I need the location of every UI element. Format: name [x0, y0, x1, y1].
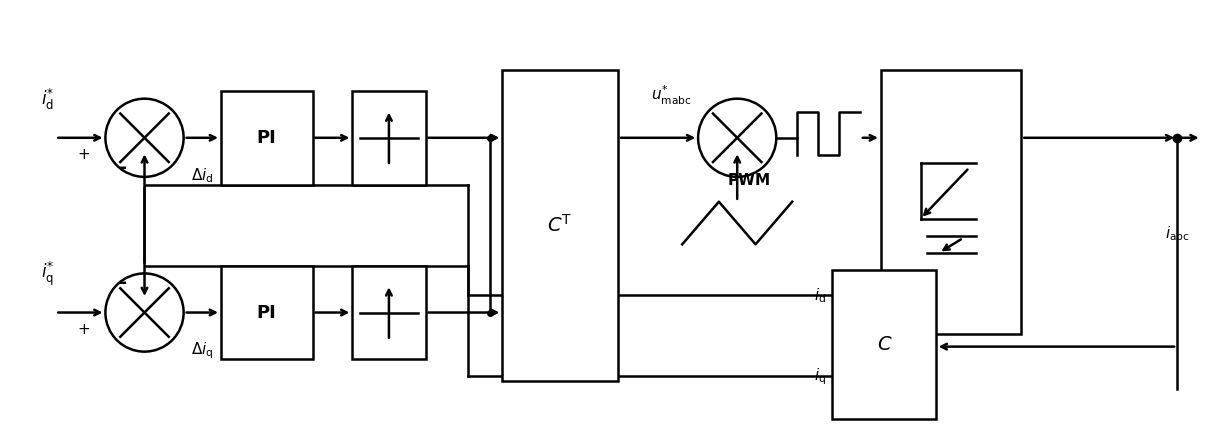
Bar — [831, 270, 936, 419]
Text: $i_{\rm q}^{*}$: $i_{\rm q}^{*}$ — [41, 260, 54, 288]
Text: $i_{\rm d}$: $i_{\rm d}$ — [814, 286, 825, 305]
Text: $u^{*}_{\rm mabc}$: $u^{*}_{\rm mabc}$ — [652, 84, 692, 107]
Text: $i_{\rm q}$: $i_{\rm q}$ — [814, 366, 825, 387]
Text: -: - — [118, 158, 127, 177]
Bar — [502, 69, 617, 381]
Text: $i_{\rm d}^{*}$: $i_{\rm d}^{*}$ — [41, 87, 54, 112]
Text: +: + — [77, 322, 90, 337]
Bar — [881, 69, 1021, 334]
Bar — [352, 91, 426, 184]
Text: $i_{\rm abc}$: $i_{\rm abc}$ — [1165, 224, 1189, 243]
Text: $C^{\rm T}$: $C^{\rm T}$ — [547, 214, 573, 236]
Text: $\Delta i_{\rm d}$: $\Delta i_{\rm d}$ — [191, 167, 214, 185]
Text: PI: PI — [257, 304, 277, 321]
Text: PWM: PWM — [728, 173, 771, 188]
Text: C: C — [877, 335, 891, 354]
Bar — [221, 266, 312, 360]
Circle shape — [699, 99, 776, 177]
Text: $\Delta i_{\rm q}$: $\Delta i_{\rm q}$ — [191, 341, 214, 361]
Text: PI: PI — [257, 129, 277, 147]
Text: +: + — [77, 147, 90, 162]
Bar — [221, 91, 312, 184]
Circle shape — [106, 273, 183, 352]
Text: -: - — [118, 273, 127, 292]
Circle shape — [106, 99, 183, 177]
Bar — [352, 266, 426, 360]
